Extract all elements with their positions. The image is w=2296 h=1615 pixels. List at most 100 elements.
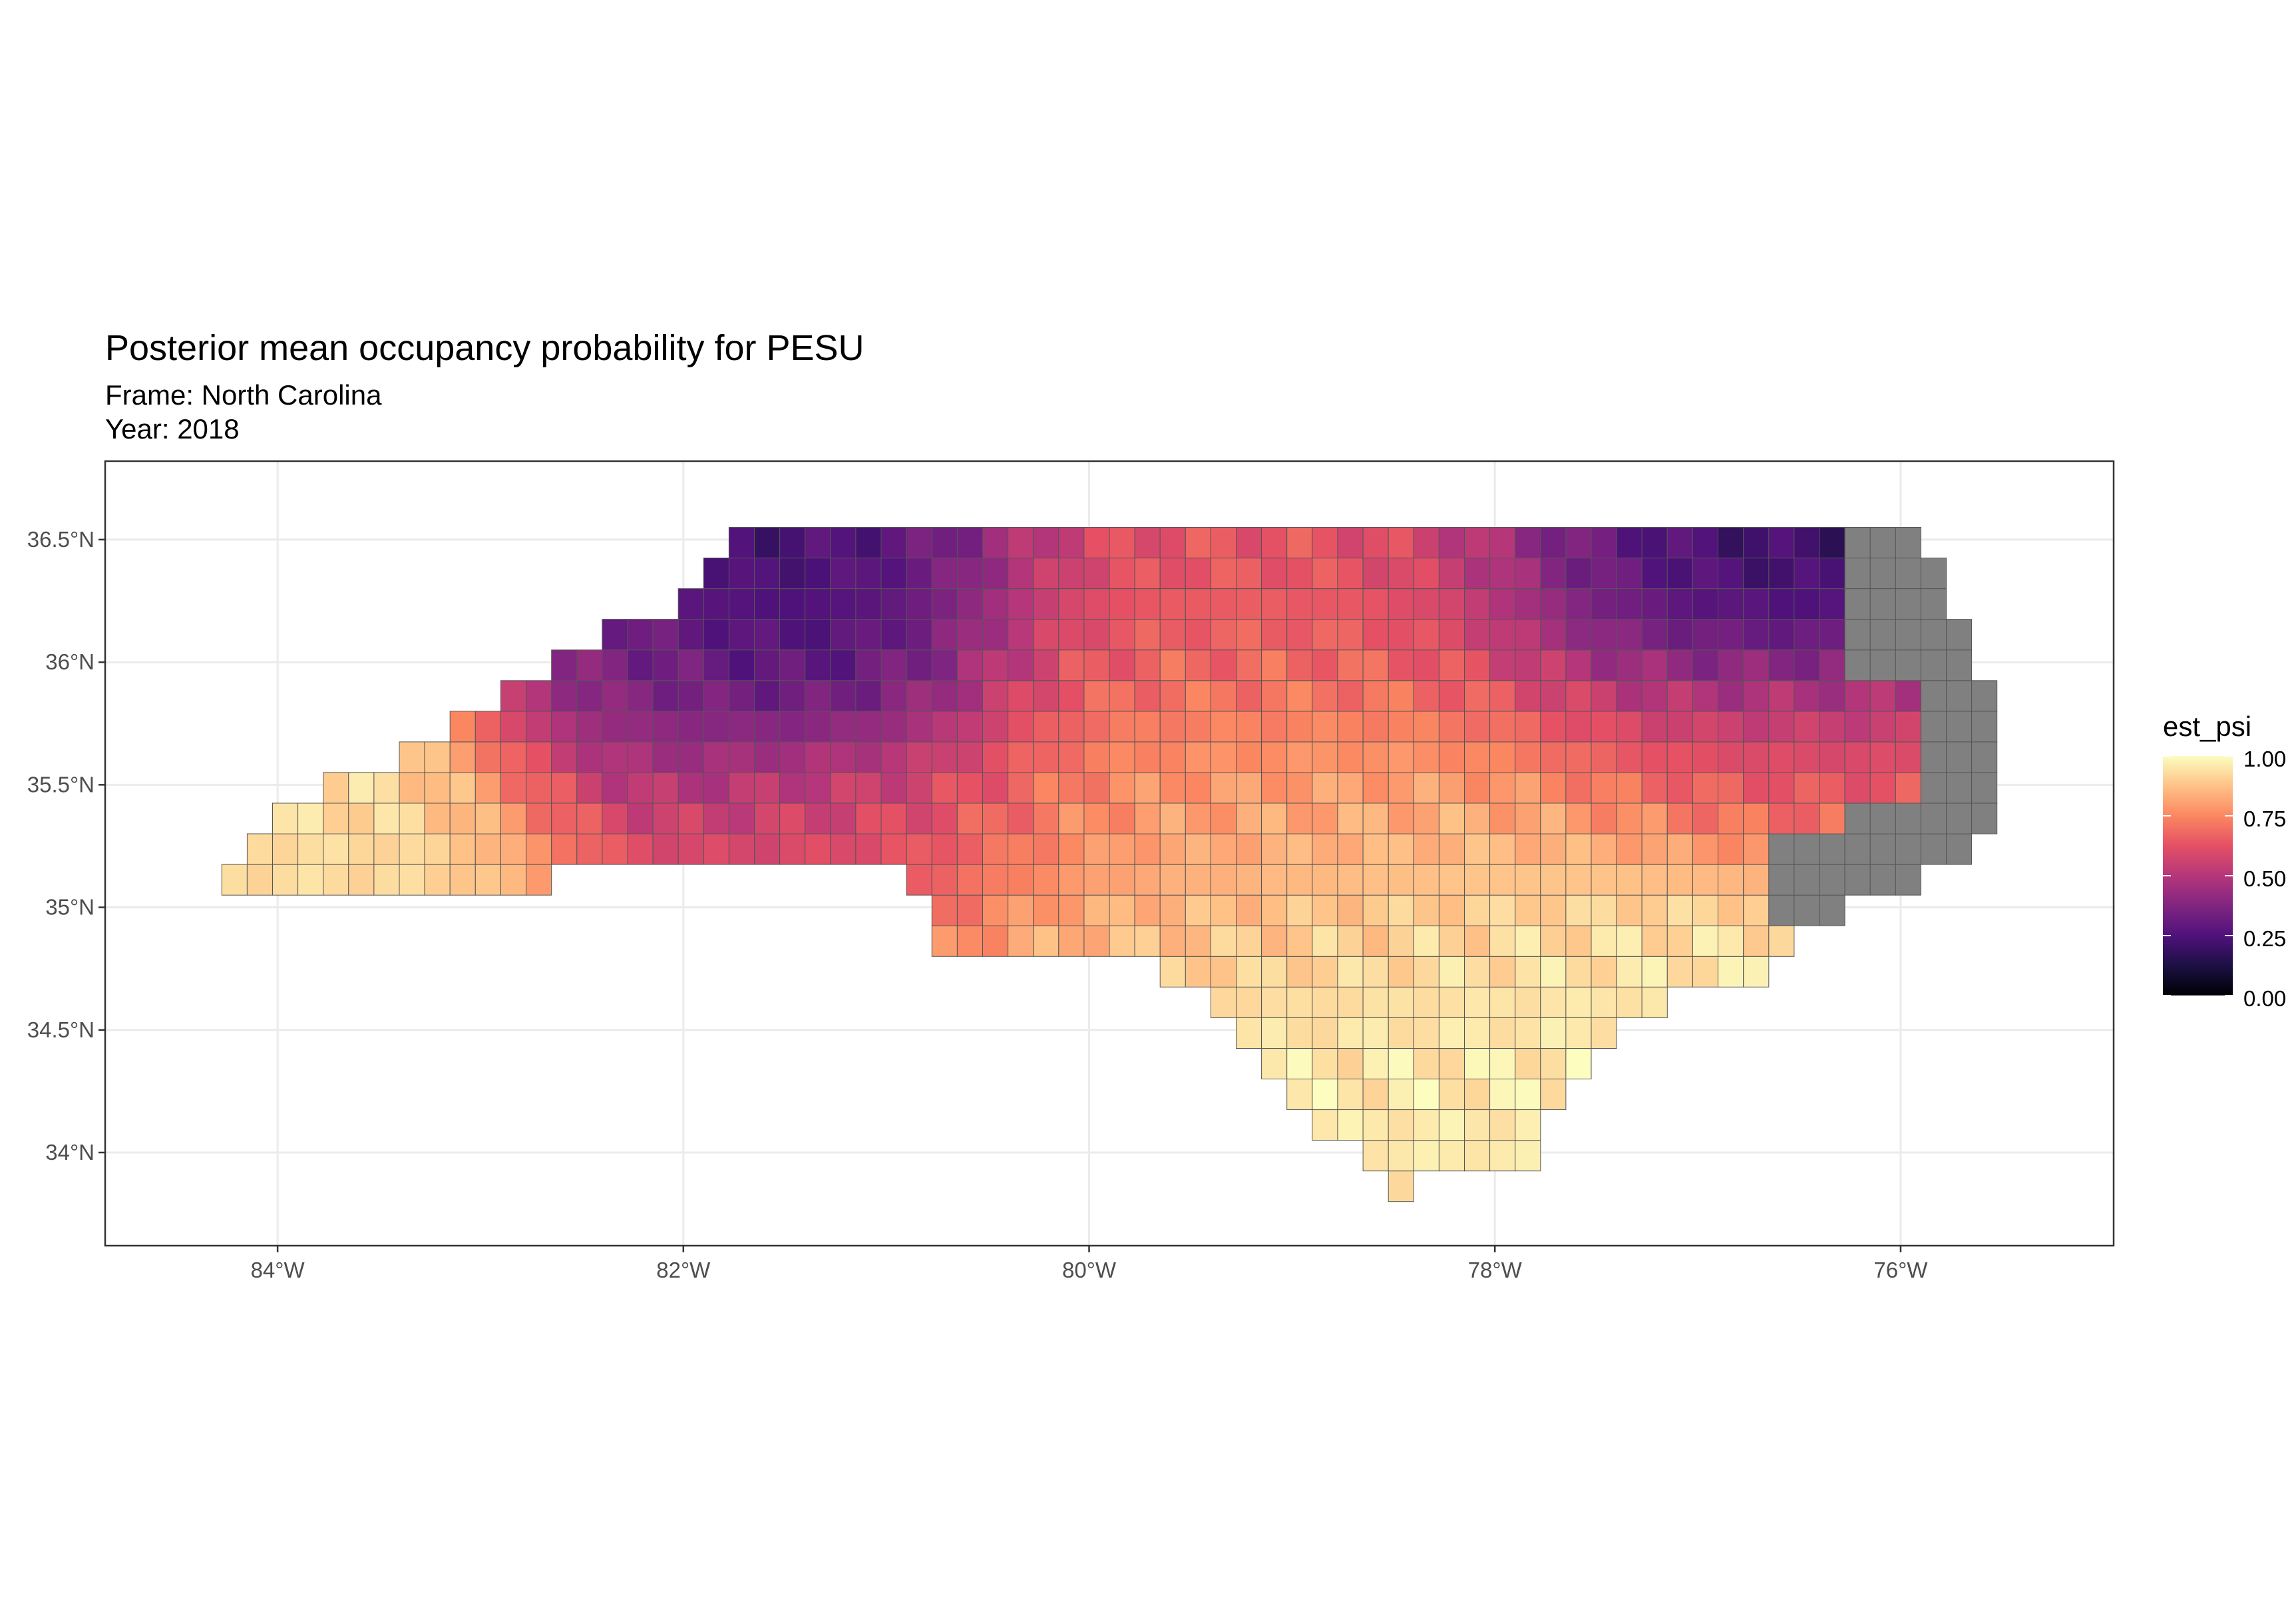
grid-cell (1362, 1079, 1389, 1111)
grid-cell (677, 711, 704, 743)
grid-cell (982, 772, 1009, 804)
grid-cell (1718, 956, 1744, 987)
grid-cell (1312, 772, 1338, 804)
grid-cell (576, 803, 603, 834)
grid-cell (399, 803, 425, 834)
grid-cell (551, 772, 578, 804)
grid-cell (1718, 649, 1744, 681)
grid-cell (1819, 680, 1845, 712)
grid-cell (627, 833, 654, 865)
grid-cell (1540, 1017, 1567, 1049)
grid-cell (1312, 986, 1338, 1018)
grid-cell (1768, 680, 1795, 712)
grid-cell (1718, 711, 1744, 743)
grid-cell (1083, 864, 1110, 896)
grid-cell (677, 588, 704, 620)
grid-cell (1895, 588, 1921, 620)
grid-cell (1109, 649, 1135, 681)
grid-cell (424, 833, 451, 865)
grid-cell (1869, 649, 1896, 681)
grid-cell (754, 558, 781, 590)
grid-cell (1718, 803, 1744, 834)
grid-cell (1033, 649, 1059, 681)
grid-cell (1768, 803, 1795, 834)
grid-cell (1515, 986, 1541, 1018)
grid-cell (1134, 741, 1161, 773)
grid-cell (1794, 711, 1820, 743)
grid-cell (1794, 558, 1820, 590)
grid-cell (1718, 894, 1744, 926)
grid-cell (1362, 649, 1389, 681)
grid-cell (1083, 619, 1110, 651)
grid-cell (906, 864, 932, 896)
x-tick-label: 82°W (656, 1258, 711, 1282)
x-tick-label: 78°W (1468, 1258, 1523, 1282)
grid-cell (855, 649, 882, 681)
grid-cell (1464, 619, 1491, 651)
grid-cell (1869, 527, 1896, 559)
grid-cell (1261, 680, 1288, 712)
grid-cell (1286, 956, 1313, 987)
grid-cell (1565, 558, 1592, 590)
grid-cell (779, 588, 806, 620)
grid-cell (1362, 894, 1389, 926)
grid-cell (1210, 558, 1237, 590)
grid-cell (982, 588, 1009, 620)
grid-cell (677, 619, 704, 651)
grid-cell (1083, 680, 1110, 712)
grid-cell (779, 527, 806, 559)
grid-cell (1718, 772, 1744, 804)
grid-cell (526, 864, 552, 896)
grid-cell (1515, 1079, 1541, 1111)
grid-cell (1920, 649, 1947, 681)
grid-cell (1819, 619, 1845, 651)
grid-cell (1489, 986, 1516, 1018)
grid-cell (1666, 680, 1693, 712)
grid-cell (1464, 894, 1491, 926)
grid-cell (1312, 925, 1338, 957)
grid-cell (1033, 588, 1059, 620)
grid-cell (1692, 527, 1718, 559)
grid-cell (1033, 619, 1059, 651)
grid-cell (1261, 558, 1288, 590)
grid-cell (982, 925, 1009, 957)
grid-cell (1286, 649, 1313, 681)
grid-cell (805, 527, 831, 559)
grid-cell (1616, 649, 1642, 681)
grid-cell (475, 711, 501, 743)
grid-cell (1641, 772, 1668, 804)
grid-cell (1489, 772, 1516, 804)
grid-cell (1515, 803, 1541, 834)
grid-cell (1946, 619, 1973, 651)
grid-cell (1616, 527, 1642, 559)
grid-cell (1109, 833, 1135, 865)
grid-cell (1388, 956, 1414, 987)
grid-cell (677, 741, 704, 773)
grid-cell (1413, 649, 1439, 681)
grid-cell (1109, 864, 1135, 896)
grid-cell (1261, 986, 1288, 1018)
grid-cell (449, 711, 476, 743)
grid-cell (931, 803, 958, 834)
grid-cell (1946, 833, 1973, 865)
grid-cell (1971, 711, 1998, 743)
grid-cell (956, 772, 984, 804)
grid-cell (551, 680, 578, 712)
grid-cell (931, 649, 958, 681)
grid-cell (1210, 925, 1237, 957)
grid-cell (1033, 894, 1059, 926)
grid-cell (1768, 772, 1795, 804)
grid-cell (1565, 986, 1592, 1018)
grid-cell (855, 711, 882, 743)
grid-cell (1159, 864, 1186, 896)
grid-cell (1743, 588, 1770, 620)
grid-cell (1489, 558, 1516, 590)
grid-cell (855, 741, 882, 773)
grid-cell (627, 741, 654, 773)
grid-cell (1236, 803, 1262, 834)
grid-cell (677, 772, 704, 804)
grid-cell (956, 619, 984, 651)
grid-cell (906, 619, 932, 651)
grid-cell (931, 741, 958, 773)
grid-cell (1616, 588, 1642, 620)
